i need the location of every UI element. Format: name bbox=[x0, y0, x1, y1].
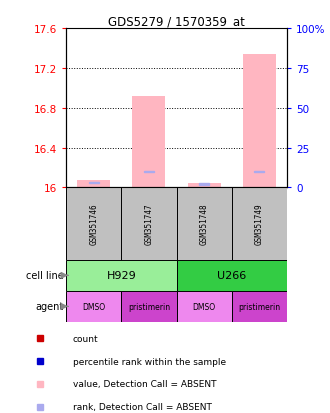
Bar bbox=[199, 184, 209, 185]
Text: agent: agent bbox=[36, 301, 64, 312]
Bar bbox=[232, 188, 287, 260]
Bar bbox=[132, 97, 165, 188]
Text: pristimerin: pristimerin bbox=[238, 302, 280, 311]
Bar bbox=[121, 291, 177, 322]
Bar bbox=[89, 182, 99, 184]
Text: percentile rank within the sample: percentile rank within the sample bbox=[73, 357, 226, 366]
Bar bbox=[187, 184, 221, 188]
Bar bbox=[66, 260, 177, 291]
Text: rank, Detection Call = ABSENT: rank, Detection Call = ABSENT bbox=[73, 402, 212, 411]
Bar bbox=[121, 188, 177, 260]
Bar bbox=[66, 188, 121, 260]
Title: GDS5279 / 1570359_at: GDS5279 / 1570359_at bbox=[108, 15, 245, 28]
Text: pristimerin: pristimerin bbox=[128, 302, 170, 311]
Text: value, Detection Call = ABSENT: value, Detection Call = ABSENT bbox=[73, 380, 216, 388]
Text: H929: H929 bbox=[106, 271, 136, 281]
Bar bbox=[243, 55, 276, 188]
Text: GSM351748: GSM351748 bbox=[200, 203, 209, 245]
Bar bbox=[177, 291, 232, 322]
Text: GSM351747: GSM351747 bbox=[145, 203, 153, 245]
Bar bbox=[254, 171, 264, 173]
Bar bbox=[232, 291, 287, 322]
Text: GSM351749: GSM351749 bbox=[255, 203, 264, 245]
Bar bbox=[66, 291, 121, 322]
Text: count: count bbox=[73, 334, 98, 343]
Text: DMSO: DMSO bbox=[193, 302, 216, 311]
Bar bbox=[77, 181, 110, 188]
Text: U266: U266 bbox=[217, 271, 247, 281]
Bar bbox=[144, 171, 154, 173]
Bar bbox=[177, 188, 232, 260]
Text: cell line: cell line bbox=[26, 271, 64, 281]
Text: DMSO: DMSO bbox=[82, 302, 105, 311]
Bar bbox=[177, 260, 287, 291]
Text: GSM351746: GSM351746 bbox=[89, 203, 98, 245]
